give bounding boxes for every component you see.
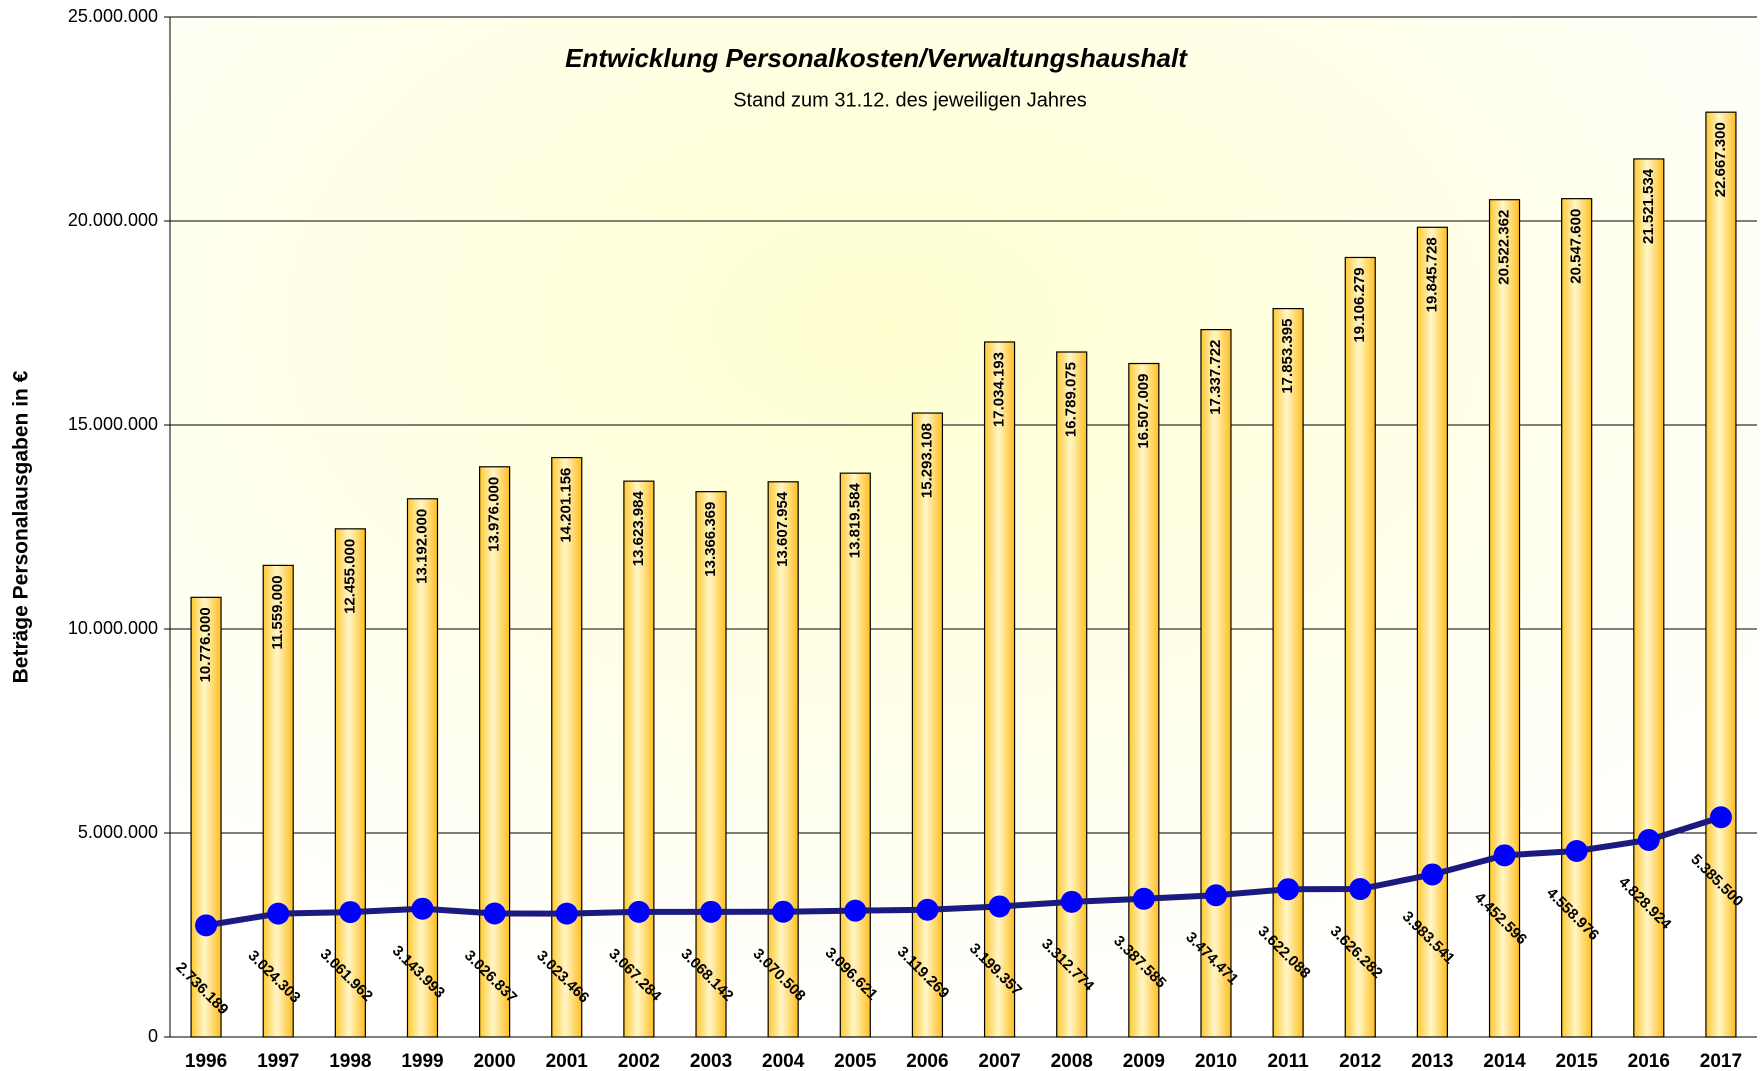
- bar: [1633, 158, 1665, 1038]
- bar-value-label: 10.776.000: [197, 607, 214, 682]
- bar-value-label: 13.623.984: [630, 490, 647, 566]
- bar-value-label: 21.521.534: [1640, 168, 1657, 244]
- line-point: [1060, 890, 1083, 913]
- x-tick-label: 1998: [329, 1051, 371, 1071]
- x-tick-label: 1997: [257, 1051, 299, 1071]
- line-point: [1709, 806, 1732, 829]
- bar-value-label: 13.607.954: [774, 491, 791, 567]
- bar-value-label: 16.789.075: [1063, 362, 1080, 437]
- x-tick-label: 2009: [1123, 1051, 1165, 1071]
- bar-value-label: 13.366.369: [702, 502, 719, 577]
- line-point: [483, 902, 506, 925]
- bar-value-label: 13.192.000: [413, 509, 430, 584]
- bar-value-label: 16.507.009: [1135, 374, 1152, 449]
- line-point: [1349, 878, 1372, 901]
- bar: [1272, 307, 1304, 1038]
- chart-title: Entwicklung Personalkosten/Verwaltungsha…: [565, 43, 1188, 73]
- line-point: [1132, 887, 1155, 910]
- y-tick-label: 25.000.000: [68, 6, 158, 26]
- line-point: [411, 897, 434, 920]
- y-tick-label: 10.000.000: [68, 618, 158, 638]
- bar: [623, 480, 655, 1038]
- x-tick-label: 2015: [1556, 1051, 1599, 1071]
- bar-value-label: 12.455.000: [341, 539, 358, 614]
- line-point: [1204, 884, 1227, 907]
- x-tick-label: 2007: [978, 1051, 1020, 1071]
- x-tick-label: 2006: [906, 1051, 948, 1071]
- x-tick-label: 1996: [185, 1051, 227, 1071]
- bar-value-label: 11.559.000: [269, 575, 286, 649]
- x-tick-label: 2005: [834, 1051, 877, 1071]
- bar: [406, 498, 439, 1038]
- x-tick-label: 2008: [1051, 1051, 1093, 1071]
- bar-value-label: 17.853.395: [1279, 319, 1296, 394]
- bar: [911, 412, 944, 1038]
- bar-value-label: 14.201.156: [558, 468, 575, 543]
- x-tick-label: 2013: [1411, 1051, 1453, 1071]
- line-point: [555, 902, 578, 925]
- x-tick-label: 1999: [401, 1051, 443, 1071]
- line-point: [1565, 839, 1588, 862]
- x-tick-label: 2012: [1339, 1051, 1381, 1071]
- bar: [983, 341, 1016, 1038]
- line-point: [627, 900, 650, 923]
- line-point: [700, 900, 723, 923]
- bar-value-label: 17.034.193: [991, 352, 1008, 427]
- bar: [1488, 199, 1521, 1038]
- bar-value-label: 22.667.300: [1712, 122, 1729, 197]
- line-point: [1637, 828, 1660, 851]
- x-tick-label: 2011: [1267, 1051, 1309, 1071]
- x-tick-label: 2001: [546, 1051, 589, 1071]
- bar: [262, 564, 294, 1038]
- line-point: [772, 900, 795, 923]
- line-point: [844, 899, 867, 922]
- line-point: [1493, 844, 1516, 867]
- bar: [479, 466, 511, 1038]
- bar: [1416, 226, 1448, 1038]
- bar: [334, 528, 366, 1038]
- x-tick-label: 2014: [1483, 1051, 1526, 1071]
- bar-value-label: 13.819.584: [846, 483, 863, 559]
- bar: [190, 596, 222, 1038]
- line-point: [339, 901, 362, 924]
- x-tick-label: 2016: [1628, 1051, 1670, 1071]
- y-tick-label: 0: [148, 1026, 158, 1046]
- bar: [1056, 351, 1088, 1038]
- bar: [1128, 362, 1160, 1038]
- line-point: [267, 902, 290, 925]
- y-tick-label: 20.000.000: [68, 210, 158, 230]
- bar: [1344, 256, 1376, 1038]
- bar: [767, 481, 799, 1038]
- line-point: [1421, 863, 1444, 886]
- line-point: [195, 914, 218, 937]
- chart-subtitle: Stand zum 31.12. des jeweiligen Jahres: [733, 89, 1087, 111]
- bar-value-label: 13.976.000: [486, 477, 503, 552]
- line: [205, 814, 1722, 929]
- x-tick-label: 2002: [618, 1051, 660, 1071]
- bar: [1705, 111, 1737, 1038]
- x-tick-label: 2004: [762, 1051, 805, 1071]
- line-point: [988, 895, 1011, 918]
- bar-value-label: 20.547.600: [1568, 209, 1585, 284]
- x-tick-label: 2003: [690, 1051, 732, 1071]
- x-tick-label: 2017: [1700, 1051, 1742, 1071]
- bar: [1200, 329, 1232, 1038]
- x-tick-label: 2010: [1195, 1051, 1237, 1071]
- bar-value-label: 17.337.722: [1207, 340, 1224, 415]
- bar: [1561, 198, 1593, 1038]
- bar-value-label: 19.106.279: [1351, 267, 1368, 342]
- bar: [839, 472, 871, 1038]
- y-axis-label: Beträge Personalausgaben in €: [10, 370, 33, 683]
- bar: [695, 491, 727, 1038]
- bar-value-label: 20.522.362: [1495, 210, 1512, 285]
- bar: [551, 456, 583, 1038]
- line-point: [916, 898, 939, 921]
- bar-value-label: 19.845.728: [1423, 237, 1440, 312]
- line-point: [1277, 878, 1300, 901]
- bar-value-label: 15.293.108: [918, 423, 935, 498]
- y-tick-label: 15.000.000: [68, 414, 158, 434]
- y-tick-label: 5.000.000: [78, 822, 158, 842]
- x-tick-label: 2000: [473, 1051, 515, 1071]
